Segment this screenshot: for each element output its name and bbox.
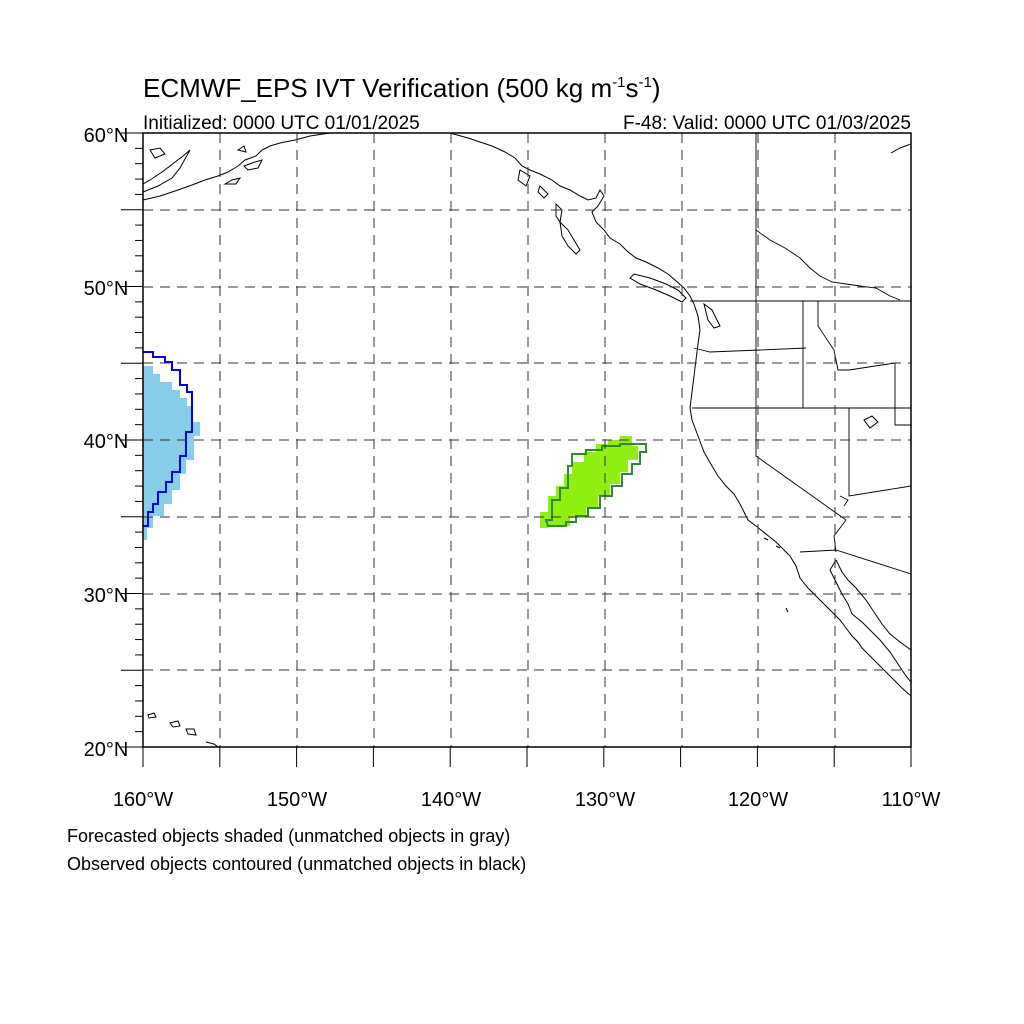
coastline-alaska: [143, 133, 331, 201]
observed-contour-central: [544, 443, 647, 527]
lon-label-160w: 160°W: [113, 789, 173, 811]
coastline-sea-of-cortez: [829, 559, 911, 683]
coastline-west-us: [689, 303, 791, 557]
coastline-hawaii: [147, 712, 219, 747]
forecast-object-central: [540, 436, 638, 528]
coastline-islands-bc: [517, 169, 687, 303]
axis-ticks: [121, 132, 912, 767]
coastline-baja: [789, 555, 911, 697]
map-title: ECMWF_EPS IVT Verification (500 kg m-1s-…: [143, 73, 660, 103]
initialized-label: Initialized: 0000 UTC 01/01/2025: [143, 113, 420, 134]
valid-label: F-48: Valid: 0000 UTC 01/03/2025: [623, 113, 911, 134]
state-borders: [692, 133, 911, 575]
coastline-puget: [703, 302, 721, 329]
lon-label-130w: 130°W: [575, 789, 635, 811]
lon-label-140w: 140°W: [421, 789, 481, 811]
graticule: [143, 133, 911, 747]
lat-label-60: 60°N: [84, 125, 129, 147]
lon-label-150w: 150°W: [267, 789, 327, 811]
note-observed: Observed objects contoured (unmatched ob…: [67, 854, 526, 874]
note-forecast: Forecasted objects shaded (unmatched obj…: [67, 826, 510, 846]
lat-label-30: 30°N: [84, 585, 129, 607]
lat-label-50: 50°N: [84, 278, 129, 300]
coastline-panhandle: [449, 133, 695, 305]
coastline-misc-islands: [763, 143, 911, 613]
lat-label-40: 40°N: [84, 431, 129, 453]
map-plot-area: [143, 133, 911, 747]
observed-contour-west: [143, 351, 193, 527]
coastline-alaska-islands: [149, 145, 263, 185]
lat-label-20: 20°N: [84, 739, 129, 761]
canada-province-border: [755, 229, 901, 301]
lon-label-110w: 110°W: [882, 789, 941, 811]
lon-label-120w: 120°W: [728, 789, 788, 811]
